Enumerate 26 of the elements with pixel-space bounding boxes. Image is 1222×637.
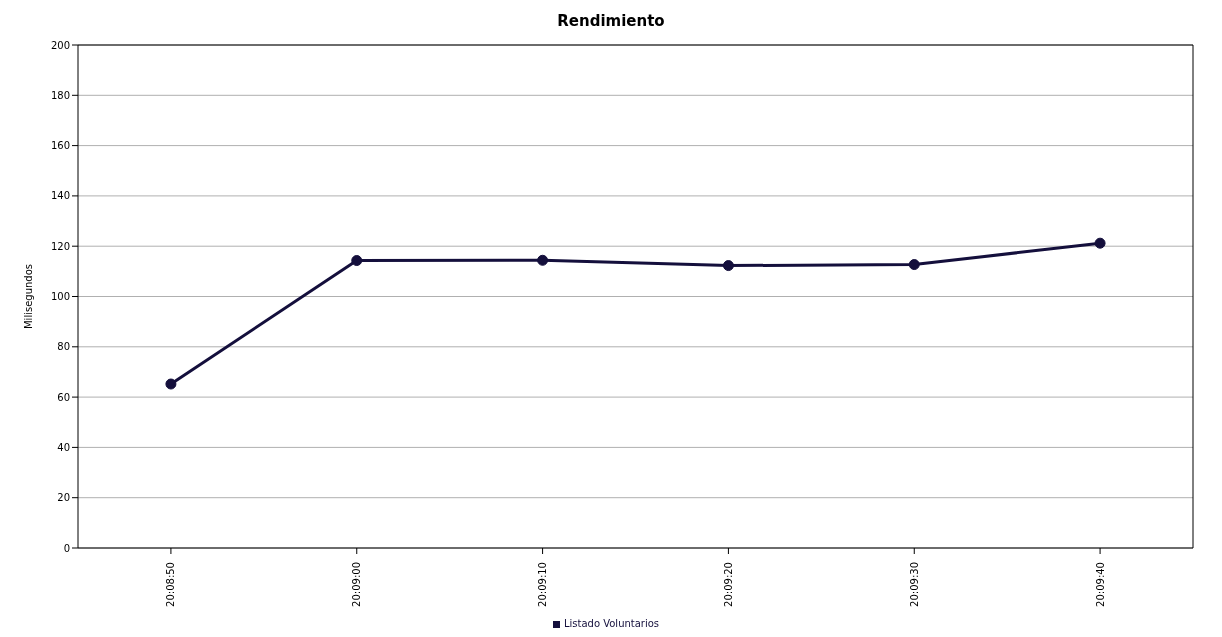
point bbox=[908, 259, 920, 271]
point bbox=[537, 254, 549, 266]
y-tick-label: 140 bbox=[50, 190, 70, 202]
point bbox=[1094, 237, 1106, 249]
y-tick-label: 200 bbox=[50, 39, 70, 51]
y-tick-label: 0 bbox=[63, 542, 70, 554]
point bbox=[165, 378, 177, 390]
y-tick-label: 60 bbox=[57, 391, 70, 403]
y-tick-label: 100 bbox=[50, 291, 70, 303]
x-tick-label: 20:09:40 bbox=[1094, 562, 1106, 607]
x-tick-label: 20:09:10 bbox=[537, 562, 549, 607]
y-tick-label: 80 bbox=[57, 341, 70, 353]
y-axis-title: Milisegundos bbox=[22, 263, 34, 330]
x-tick-label: 20:09:30 bbox=[908, 562, 920, 607]
y-tick-label: 120 bbox=[50, 240, 70, 252]
legend-label: Listado Voluntarios bbox=[563, 618, 660, 629]
chart-title: Rendimiento bbox=[556, 11, 666, 32]
x-tick-label: 20:09:20 bbox=[722, 562, 734, 607]
y-tick-label: 180 bbox=[50, 89, 70, 101]
x-tick-label: 20:08:50 bbox=[165, 562, 177, 607]
point bbox=[722, 260, 734, 272]
x-tick-label: 20:09:00 bbox=[351, 562, 363, 607]
y-tick-label: 40 bbox=[57, 441, 70, 453]
point bbox=[351, 255, 363, 267]
y-tick-label: 20 bbox=[57, 492, 70, 504]
y-tick-label: 160 bbox=[50, 140, 70, 152]
